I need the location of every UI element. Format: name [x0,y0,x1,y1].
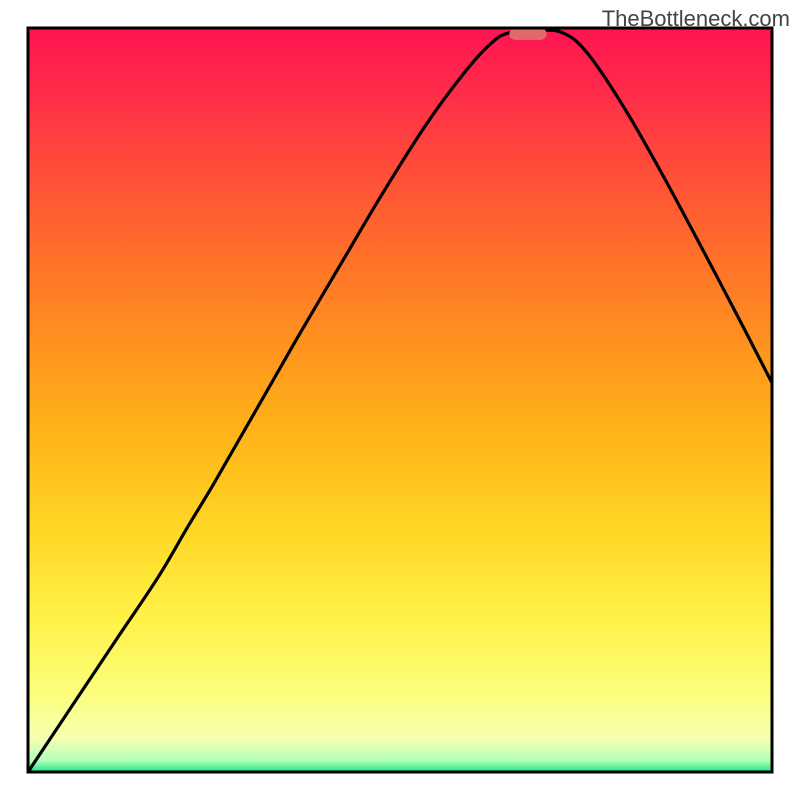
bottleneck-chart [0,0,800,800]
watermark-text: TheBottleneck.com [602,6,790,32]
plot-gradient-background [28,28,772,772]
optimal-marker [509,28,546,40]
